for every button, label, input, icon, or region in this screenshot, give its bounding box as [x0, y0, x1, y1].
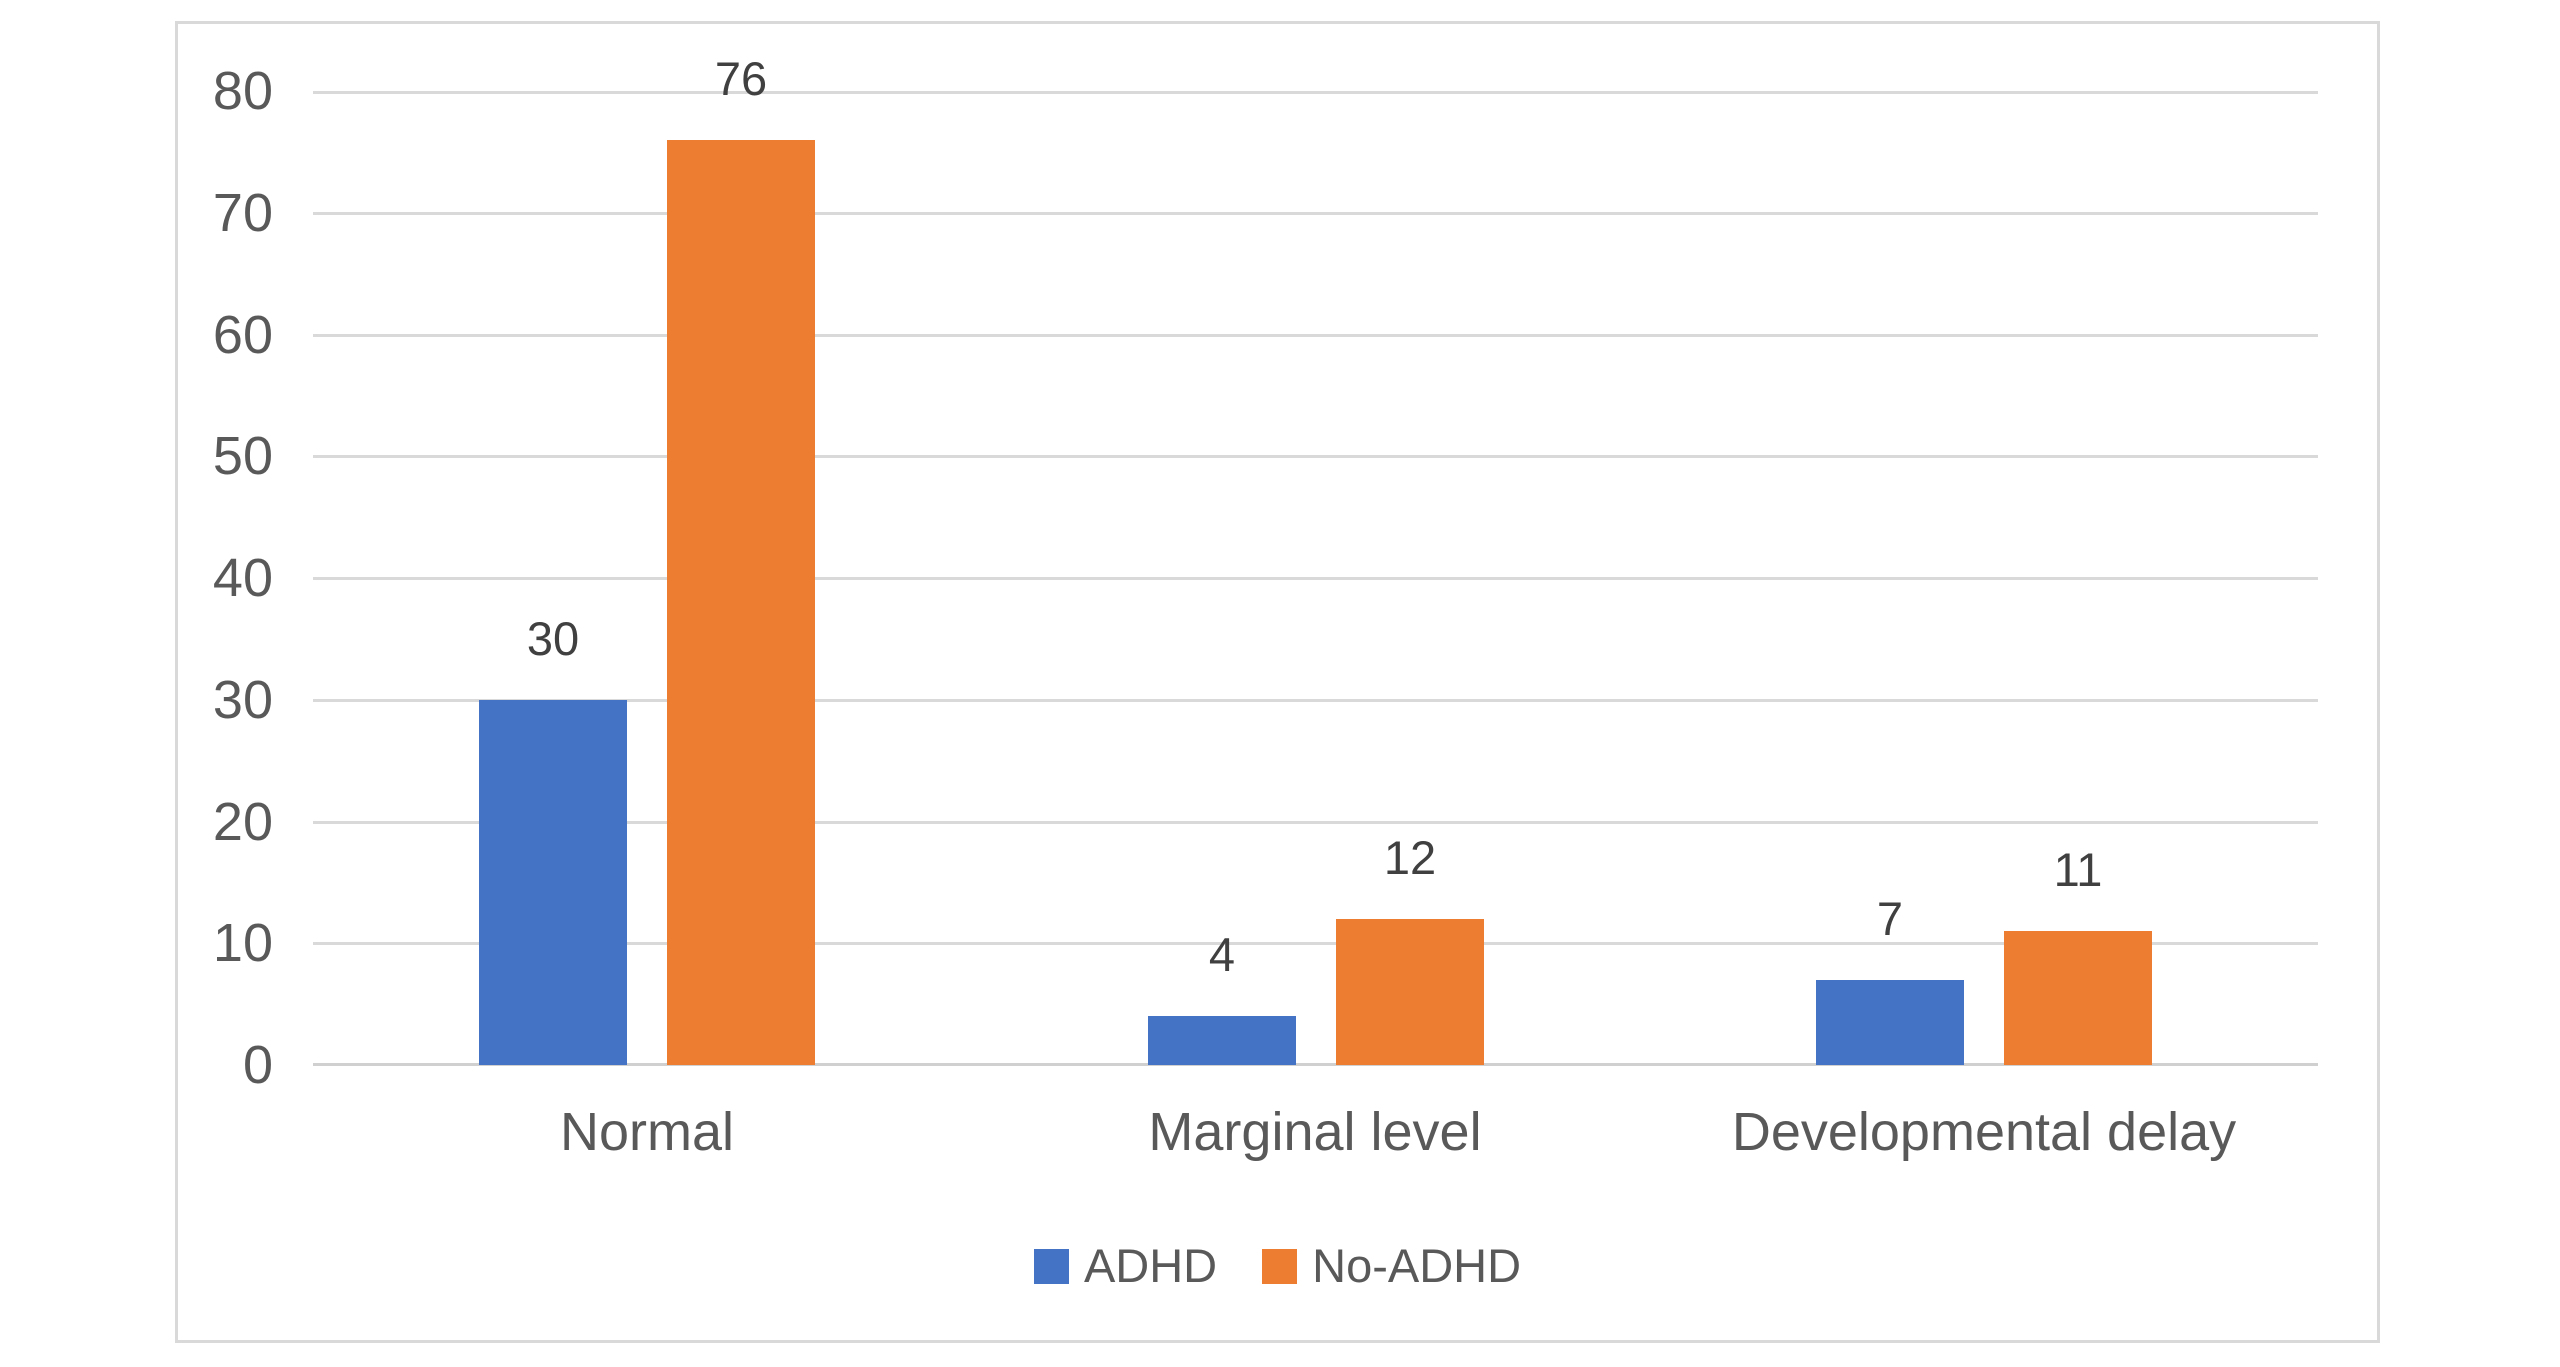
bar-adhd-normal[interactable]: [479, 700, 627, 1065]
category-label-marginal-level: Marginal level: [1148, 1102, 1482, 1162]
bar-adhd-developmental-delay[interactable]: [1816, 980, 1964, 1065]
y-tick-label-20: 20: [212, 792, 273, 852]
bar-no-adhd-developmental-delay[interactable]: [2004, 931, 2152, 1065]
y-tick-label-30: 30: [212, 670, 273, 730]
category-label-developmental-delay: Developmental delay: [1731, 1102, 2237, 1162]
gridline-30: [313, 699, 2318, 702]
category-label-normal: Normal: [559, 1102, 735, 1162]
legend-swatch-no-adhd: [1262, 1248, 1298, 1284]
bar-chart-figure[interactable]: 0 10 20 30 40 50 60 70 80 30 76 4 12 7 11 Normal Margi…: [175, 21, 2380, 1343]
y-tick-label-50: 50: [212, 426, 273, 486]
bar-no-adhd-normal[interactable]: [667, 140, 815, 1065]
gridline-40: [313, 577, 2318, 580]
bar-no-adhd-marginal-level[interactable]: [1336, 919, 1484, 1065]
x-axis-baseline: [313, 1063, 2318, 1066]
y-tick-label-0: 0: [242, 1035, 273, 1095]
legend-swatch-adhd: [1033, 1248, 1069, 1284]
legend-item-adhd[interactable]: ADHD: [1033, 1239, 1218, 1292]
data-label-adhd-developmental-delay: 7: [1876, 892, 1904, 945]
data-label-adhd-normal: 30: [526, 612, 580, 665]
y-tick-label-40: 40: [212, 548, 273, 608]
y-tick-label-70: 70: [212, 183, 273, 243]
gridline-80: [313, 91, 2318, 94]
gridline-50: [313, 455, 2318, 458]
data-label-no-adhd-normal: 76: [714, 52, 768, 105]
gridline-20: [313, 821, 2318, 824]
data-label-no-adhd-marginal-level: 12: [1383, 831, 1437, 884]
gridline-60: [313, 334, 2318, 337]
y-tick-label-80: 80: [212, 61, 273, 121]
y-tick-label-60: 60: [212, 305, 273, 365]
gridline-10: [313, 942, 2318, 945]
y-tick-label-10: 10: [212, 913, 273, 973]
bar-adhd-marginal-level[interactable]: [1148, 1016, 1296, 1065]
data-label-no-adhd-developmental-delay: 11: [2053, 843, 2103, 896]
plot-area: 30 76 4 12 7 11: [313, 55, 2318, 1066]
legend-label-no-adhd: No-ADHD: [1312, 1239, 1522, 1292]
legend-item-no-adhd[interactable]: No-ADHD: [1262, 1241, 1521, 1291]
data-label-adhd-marginal-level: 4: [1208, 928, 1236, 981]
legend-label-adhd: ADHD: [1083, 1239, 1218, 1292]
chart-legend: ADHD No-ADHD: [178, 1241, 2377, 1291]
gridline-70: [313, 212, 2318, 215]
